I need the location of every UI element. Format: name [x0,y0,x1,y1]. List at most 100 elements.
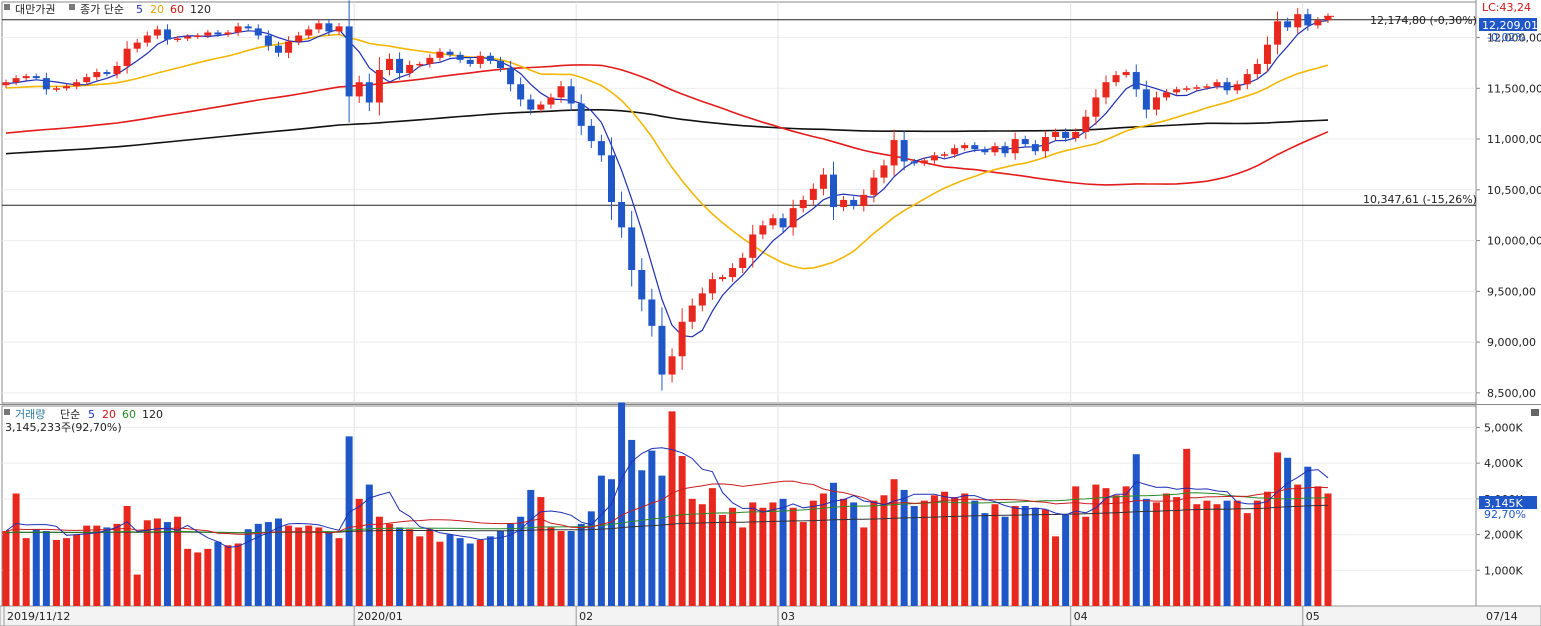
volume-bar [537,497,545,606]
volume-bar [335,538,343,606]
candle-body [214,32,222,35]
candle-body [295,35,303,42]
candle-body [850,199,858,207]
volume-bar [1142,498,1150,606]
candle-body [830,174,838,208]
candle-body [1284,21,1292,28]
candle-body [910,161,918,164]
volume-bar [1092,484,1100,606]
volume-bar [305,525,313,606]
candle-body [547,97,555,105]
volume-bar [971,500,979,606]
volume-ma-label: 단순 [60,408,80,421]
candle-body [143,35,151,43]
volume-bar [2,531,10,606]
candle-body [1031,144,1039,152]
volume-bar [749,502,757,606]
candle-body [991,146,999,153]
candle-body [840,199,848,208]
volume-title-marker[interactable] [4,409,10,415]
volume-bar [184,548,192,606]
volume-bar [1041,509,1049,606]
vol-ma20-label: 20 [102,408,116,421]
candle-body [234,26,242,33]
volume-bar [961,493,969,606]
volume-bar [153,518,161,606]
candle-body [759,225,767,235]
candle-body [476,55,484,64]
candle-body [941,154,949,156]
volume-bar [12,493,20,606]
volume-bar [688,498,696,606]
candle-body [63,86,71,89]
lc-label: LC:43,24 [1482,1,1531,14]
volume-bar [991,504,999,606]
candle-body [446,51,454,55]
volume-bar [769,502,777,606]
candle-body [1223,82,1231,91]
volume-bar [941,491,949,606]
volume-bar [456,538,464,606]
ma120-line [5,109,1329,155]
volume-last-box [1479,496,1537,509]
candle-body [184,36,192,39]
candle-body [1324,16,1332,21]
ma-marker[interactable] [69,4,75,10]
volume-bar [73,534,81,606]
volume-bar [1021,506,1029,606]
volume-bar [668,411,676,606]
volume-bar [63,538,71,606]
candle-body [224,32,232,35]
volume-bar [840,498,848,606]
candle-body [638,270,646,300]
candle-body [607,155,615,202]
volume-bar [870,500,878,606]
candle-body [1203,86,1211,88]
vol-ma120-label: 120 [142,408,163,421]
volume-bar [1152,502,1160,606]
volume-bar [698,504,706,606]
volume-bar [254,523,262,606]
volume-bar [880,495,888,606]
panel-close-icon[interactable] [1531,409,1539,416]
volume-bar [638,470,646,606]
volume-bar [355,498,363,606]
volume-tick-label: 5,000K [1484,421,1523,434]
volume-bar [587,511,595,606]
volume-bar [830,482,838,606]
candle-body [1294,14,1302,28]
candle-body [12,78,20,83]
volume-bar [799,522,807,606]
candle-body [163,29,171,40]
candle-body [1011,139,1019,154]
candle-body [365,82,373,103]
candle-body [285,41,293,53]
volume-bar [607,479,615,606]
candle-body [274,45,282,53]
volume-bar [527,489,535,606]
price-title-marker[interactable] [4,4,10,10]
candle-body [567,86,575,104]
candle-body [870,177,878,195]
volume-bar [920,500,928,606]
volume-bar [567,531,575,606]
volume-bar [517,516,525,606]
volume-bar [42,531,50,606]
ma5-label: 5 [136,3,143,16]
volume-bar [264,522,272,606]
ma20-label: 20 [150,3,164,16]
vol-ma120-line [5,504,1329,534]
volume-bar [194,552,202,606]
volume-bar [113,523,121,606]
candle-body [517,84,525,100]
volume-bar [436,541,444,606]
candle-body [698,293,706,306]
candle-body [668,356,676,375]
candle-body [42,78,50,90]
volume-bar [1324,493,1332,606]
candle-body [729,267,737,278]
candle-body [880,165,888,178]
candle-body [1142,89,1150,110]
candle-body [1183,88,1191,90]
candle-body [466,59,474,64]
